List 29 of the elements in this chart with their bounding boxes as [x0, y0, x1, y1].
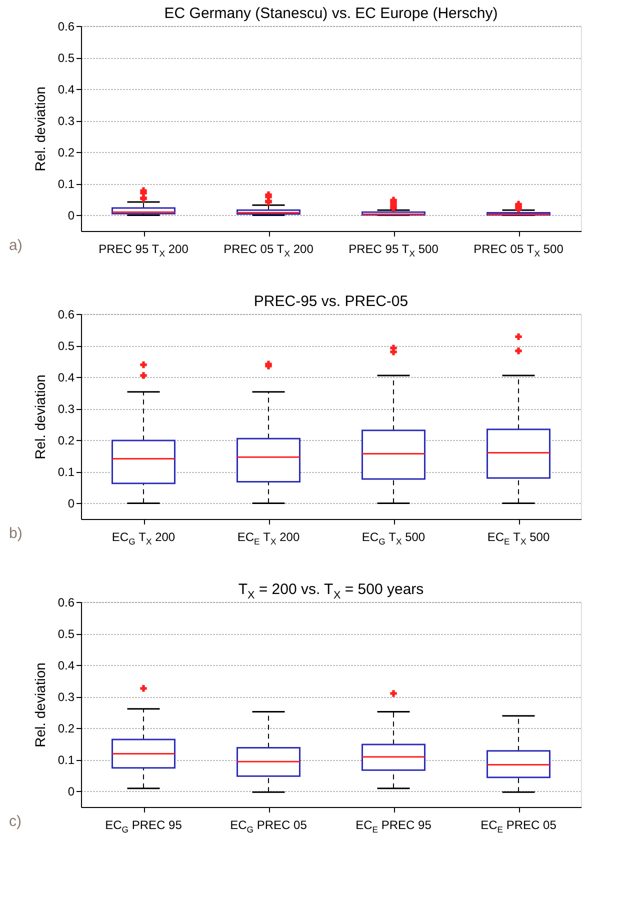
- y-axis-title: Rel. deviation: [32, 86, 48, 172]
- y-tick-label: 0.6: [58, 20, 75, 34]
- text: a): [9, 237, 22, 254]
- y-tick-label: 0: [68, 496, 75, 511]
- y-tick-label: 0.2: [58, 722, 75, 736]
- y-tick-label: 0: [68, 208, 75, 223]
- y-tick-label: 0.3: [58, 114, 75, 128]
- y-axis-title: Rel. deviation: [32, 374, 48, 460]
- y-tick-label: 0.4: [58, 370, 75, 385]
- chart-title: PREC-95 vs. PREC-05: [254, 293, 408, 310]
- y-tick-label: 0.4: [58, 82, 75, 97]
- y-tick-label: 0.1: [58, 465, 75, 480]
- y-tick-label: 0.5: [58, 339, 75, 354]
- y-tick-label: 0.2: [58, 434, 75, 448]
- y-tick-label: 0.1: [58, 753, 75, 768]
- y-tick-label: 0.4: [58, 658, 75, 673]
- chart-title: EC Germany (Stanescu) vs. EC Europe (Herschy): [164, 5, 498, 22]
- y-tick-label: 0.3: [58, 402, 75, 416]
- y-tick-label: 0.2: [58, 146, 75, 160]
- y-tick-label: 0.6: [58, 596, 75, 610]
- y-tick-label: 0.5: [58, 51, 75, 66]
- y-tick-label: 0.5: [58, 627, 75, 642]
- y-axis-title: Rel. deviation: [32, 662, 48, 748]
- y-tick-label: 0.6: [58, 308, 75, 322]
- text: c): [9, 813, 22, 830]
- text: b): [9, 525, 22, 542]
- y-tick-label: 0.1: [58, 177, 75, 192]
- y-tick-label: 0.3: [58, 690, 75, 704]
- y-tick-label: 0: [68, 784, 75, 799]
